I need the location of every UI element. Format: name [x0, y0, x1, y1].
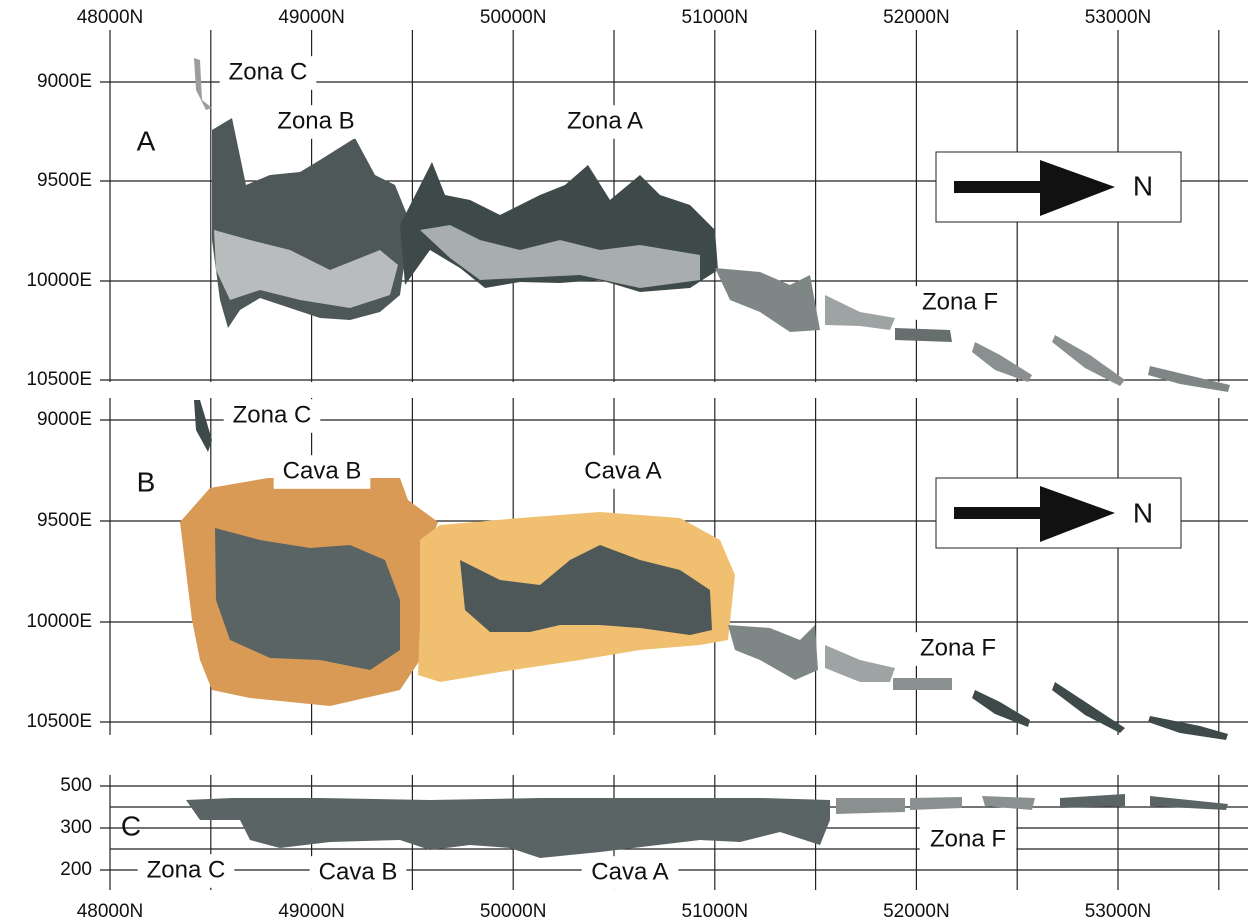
annotation: Cava A [584, 457, 661, 484]
label-bg [556, 105, 654, 139]
annotation: Zona C [147, 856, 226, 883]
annotation: Zona C [229, 58, 308, 85]
section-f2 [910, 797, 962, 810]
zone-f-a3 [972, 342, 1032, 382]
zone-f-a1 [825, 295, 895, 330]
zone-b-light [214, 230, 398, 308]
y-tick-label: 9000E [37, 71, 92, 92]
label-bg [137, 854, 235, 888]
annotation: Zona B [277, 107, 354, 134]
x-tick-label: 52000N [883, 901, 950, 922]
north-arrow [935, 477, 1182, 549]
zone-c-body [194, 58, 212, 110]
x-tick-label: 48000N [77, 7, 144, 28]
panel-label: B [137, 466, 156, 497]
label-bg [223, 399, 321, 433]
label-bg [309, 856, 407, 890]
annotation: Cava A [591, 858, 668, 885]
label-bg [219, 56, 317, 90]
section-f5 [1150, 796, 1228, 810]
zone-c-body [194, 400, 212, 452]
x-tick-label: 50000N [480, 7, 547, 28]
label-bg [273, 455, 371, 489]
x-tick-label: 51000N [682, 7, 749, 28]
section-f1 [836, 798, 905, 814]
tail-a [715, 268, 820, 332]
annotation: Cava B [319, 858, 398, 885]
zone-f-b3 [972, 690, 1030, 727]
panel-label: C [121, 810, 141, 841]
y-tick-label: 10500E [26, 711, 92, 732]
north-label: N [1133, 170, 1153, 201]
section-f3 [982, 796, 1035, 810]
section-f4 [1060, 794, 1125, 808]
x-tick-label: 53000N [1085, 7, 1152, 28]
zone-a-light [420, 225, 700, 288]
annotation: Cava B [283, 457, 362, 484]
y-tick-label: 10000E [26, 611, 92, 632]
zone-f-b2 [893, 678, 952, 690]
y-tick-label: 10000E [26, 270, 92, 291]
panel-label: A [137, 125, 156, 156]
annotation: Zona C [233, 401, 312, 428]
label-bg [919, 823, 1017, 857]
north-arrow [935, 151, 1182, 223]
label-bg [911, 286, 1009, 320]
y-tick-label: 500 [60, 775, 92, 796]
x-tick-label: 49000N [278, 901, 345, 922]
zone-f-b5 [1148, 716, 1228, 740]
annotation: Zona F [920, 634, 996, 661]
y-tick-label: 300 [60, 817, 92, 838]
cava-a-core [460, 545, 712, 635]
cava-b-core [215, 528, 400, 670]
label-bg [574, 455, 672, 489]
x-tick-label: 48000N [77, 901, 144, 922]
label-bg [909, 632, 1007, 666]
x-tick-label: 49000N [278, 7, 345, 28]
label-bg [267, 105, 365, 139]
ore-bodies [180, 58, 1230, 858]
y-tick-label: 10500E [26, 369, 92, 390]
x-tick-label: 53000N [1085, 901, 1152, 922]
north-label: N [1133, 497, 1153, 528]
x-tick-label: 50000N [480, 901, 547, 922]
label-bg [581, 856, 679, 890]
section [186, 798, 830, 858]
zone-f-a4 [1052, 335, 1125, 386]
y-tick-label: 9500E [37, 510, 92, 531]
zone-f-a5 [1148, 366, 1230, 392]
y-tick-label: 9500E [37, 170, 92, 191]
x-tick-label: 52000N [883, 7, 950, 28]
y-tick-label: 9000E [37, 409, 92, 430]
zone-f-a2 [895, 328, 952, 342]
zone-f-b1 [825, 645, 895, 682]
annotation: Zona F [922, 288, 998, 315]
labels: 9000E 9500E 10000E 10500E Zona C Zona B Zona A… [26, 7, 1153, 922]
tail-b [728, 625, 818, 680]
zone-f-b4 [1052, 682, 1125, 733]
annotation: Zona F [930, 825, 1006, 852]
y-tick-label: 200 [60, 859, 92, 880]
annotation: Zona A [567, 107, 643, 134]
x-tick-label: 51000N [682, 901, 749, 922]
